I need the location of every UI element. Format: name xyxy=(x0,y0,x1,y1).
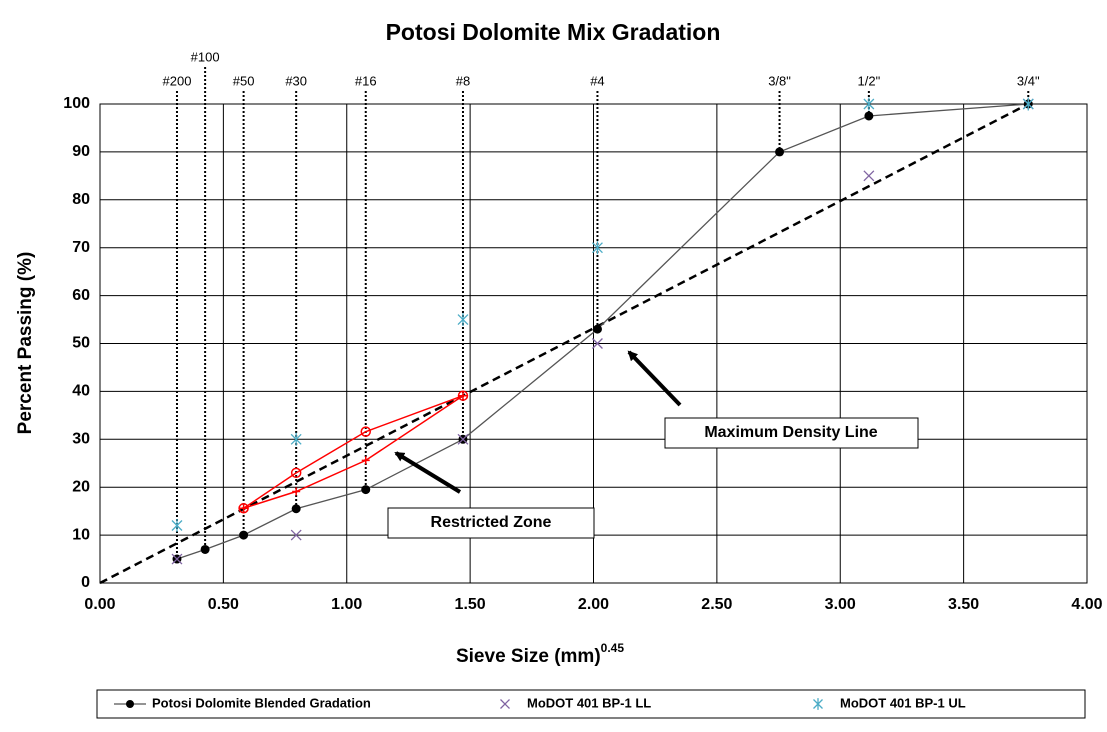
sieve-label: #4 xyxy=(590,73,604,88)
data-point xyxy=(457,433,469,445)
data-point xyxy=(171,553,183,565)
annotation: Maximum Density Line xyxy=(704,424,877,441)
data-point xyxy=(775,147,785,157)
restricted-zone-point xyxy=(290,467,302,479)
restricted-zone-point xyxy=(238,503,249,514)
sieve-label: 3/4" xyxy=(1017,73,1040,88)
y-tick-label: 80 xyxy=(72,191,90,208)
y-tick-label: 0 xyxy=(81,574,90,591)
max-density-line xyxy=(99,102,1029,585)
x-tick-label: 2.50 xyxy=(701,596,732,613)
chart-title: Potosi Dolomite Mix Gradation xyxy=(386,19,721,45)
data-point xyxy=(591,241,603,255)
data-point xyxy=(171,519,183,533)
restricted-zone-point xyxy=(292,487,301,496)
x-tick-label: 0.00 xyxy=(84,596,115,613)
legend-label: MoDOT 401 BP-1 UL xyxy=(840,695,966,710)
x-axis-label-text: Sieve Size (mm) xyxy=(456,646,601,667)
x-tick-label: 3.50 xyxy=(948,596,979,613)
legend-box xyxy=(96,689,1086,719)
y-tick-label: 60 xyxy=(72,287,90,304)
y-tick-label: 90 xyxy=(72,143,90,160)
restricted-zone-point xyxy=(457,390,469,401)
x-tick-label: 2.00 xyxy=(578,596,609,613)
x-tick-label: 1.50 xyxy=(455,596,486,613)
annotation-box xyxy=(387,507,595,539)
data-point xyxy=(1022,97,1034,111)
legend: Potosi Dolomite Blended Gradation MoDOT 4… xyxy=(96,689,1086,719)
x-tick-label: 4.00 xyxy=(1071,596,1102,613)
annotation-box xyxy=(664,417,919,449)
data-point xyxy=(591,338,603,349)
annotation-arrow xyxy=(394,451,462,494)
data-point xyxy=(592,324,602,334)
x-axis-label-exponent: 0.45 xyxy=(601,641,625,655)
sieve-label: #100 xyxy=(191,49,220,64)
sieve-label: #200 xyxy=(163,73,192,88)
sieve-label: 3/8" xyxy=(768,73,791,88)
restricted-zone-point xyxy=(360,426,371,437)
y-tick-label: 100 xyxy=(63,95,90,112)
sieve-label: 1/2" xyxy=(858,73,881,88)
annotation: Restricted Zone xyxy=(431,514,552,531)
y-axis-label: Percent Passing (%) xyxy=(15,252,36,435)
data-point xyxy=(290,529,302,541)
data-point xyxy=(863,97,875,111)
x-tick-label: 3.00 xyxy=(825,596,856,613)
restricted-zone-lower xyxy=(243,395,464,509)
sieve-label: #50 xyxy=(233,73,255,88)
y-tick-label: 20 xyxy=(72,478,90,495)
y-tick-label: 50 xyxy=(72,335,90,352)
restricted-zone-point xyxy=(458,391,467,400)
sieve-label: #16 xyxy=(355,73,377,88)
y-tick-label: 10 xyxy=(72,526,90,543)
x-tick-label: 1.00 xyxy=(331,596,362,613)
legend-label: Potosi Dolomite Blended Gradation xyxy=(152,695,371,710)
x-tick-label: 0.50 xyxy=(208,596,239,613)
data-point xyxy=(239,530,249,540)
restricted-zone-point xyxy=(361,456,370,465)
legend-label: MoDOT 401 BP-1 LL xyxy=(527,695,651,710)
series-line xyxy=(176,103,1029,560)
y-tick-label: 30 xyxy=(72,431,90,448)
restricted-zone-upper xyxy=(243,395,464,509)
data-point xyxy=(864,111,874,121)
data-point xyxy=(291,504,301,514)
data-point xyxy=(863,170,875,182)
annotation-arrow xyxy=(627,350,682,407)
data-point xyxy=(457,313,469,327)
data-point xyxy=(200,544,210,554)
legend-marker xyxy=(813,698,823,710)
sieve-label: #8 xyxy=(456,73,470,88)
legend-marker xyxy=(500,699,510,709)
data-point xyxy=(290,432,302,446)
data-point xyxy=(361,485,371,495)
y-tick-label: 70 xyxy=(72,239,90,256)
sieve-label: #30 xyxy=(285,73,307,88)
legend-marker xyxy=(126,700,134,708)
x-axis-label: Sieve Size (mm)0.45 xyxy=(456,641,624,667)
y-tick-label: 40 xyxy=(72,383,90,400)
plot-border xyxy=(99,103,1088,584)
restricted-zone-point xyxy=(239,504,248,513)
